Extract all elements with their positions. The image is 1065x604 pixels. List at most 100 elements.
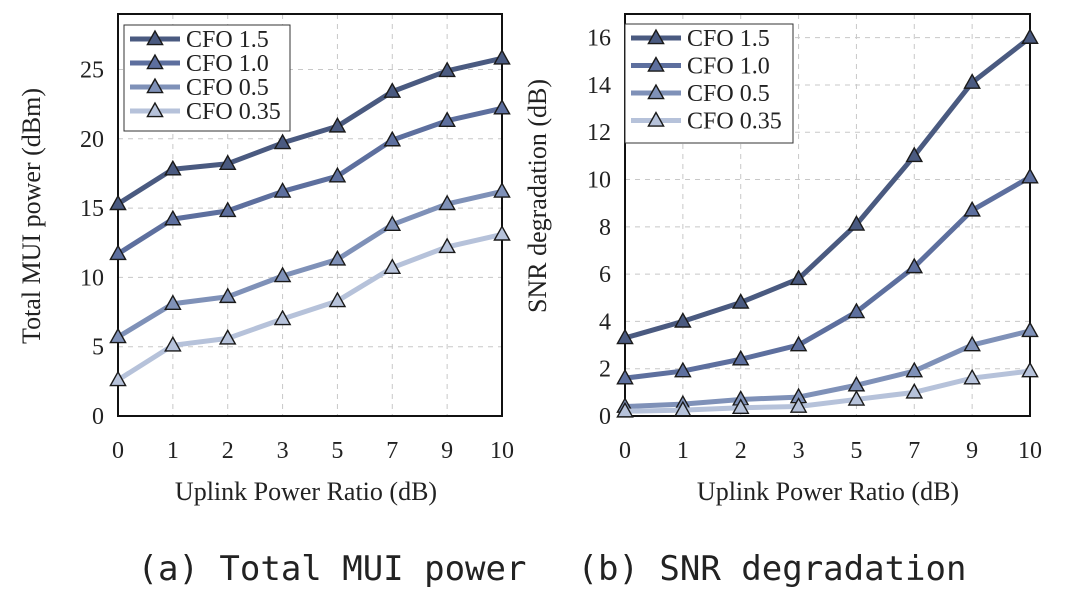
data-point [273, 181, 292, 198]
data-point [493, 48, 511, 65]
plot-frame [117, 13, 503, 417]
y-tick-label: 12 [587, 120, 611, 146]
series-line [624, 328, 1031, 410]
legend-marker [647, 83, 665, 100]
data-point [847, 390, 866, 406]
data-point [731, 349, 750, 366]
y-tick-label: 0 [92, 404, 104, 430]
x-tick-label: 5 [850, 438, 862, 464]
x-tick-label: 10 [490, 438, 514, 464]
data-point [109, 327, 127, 344]
x-tick-label: 9 [966, 438, 978, 464]
series-line [624, 368, 1031, 414]
data-point [674, 311, 692, 328]
data-point [963, 335, 981, 352]
x-tick-label: 9 [441, 438, 453, 464]
series-cfo-1-5 [109, 48, 511, 211]
data-point [438, 237, 456, 254]
data-point [328, 249, 347, 266]
y-tick-label: 8 [599, 215, 611, 241]
data-point [731, 398, 750, 415]
x-axis-label: Uplink Power Ratio (dB) [175, 477, 437, 506]
y-tick-label: 2 [599, 357, 611, 383]
data-point [905, 257, 924, 274]
data-point [493, 98, 511, 115]
legend-label: CFO 0.35 [186, 99, 281, 125]
legend-marker [146, 29, 164, 46]
data-point [328, 291, 347, 308]
y-tick-label: 0 [599, 404, 611, 430]
plot-frame [624, 13, 1031, 417]
legend-label: CFO 1.0 [687, 54, 770, 80]
data-point [963, 368, 981, 385]
data-point [963, 200, 981, 217]
series-line [116, 231, 503, 383]
data-point [1021, 361, 1039, 378]
x-tick-label: 5 [331, 438, 343, 464]
series-line [116, 55, 503, 207]
y-tick-label: 4 [599, 309, 611, 335]
chart-panel-a: 0 1 2 3 5 7 9 10 0 5 10 15 20 25 Uplink Power Ratio (d… [17, 13, 527, 589]
series-line [624, 35, 1032, 341]
y-tick-label: 14 [587, 73, 611, 99]
data-point [273, 266, 292, 283]
data-point [438, 194, 456, 211]
x-tick-label: 3 [793, 438, 805, 464]
y-tick-label: 5 [92, 335, 104, 361]
data-point [164, 209, 182, 226]
data-point [1021, 28, 1039, 44]
x-tick-label: 0 [619, 438, 631, 464]
series-cfo-1-0 [109, 98, 511, 261]
x-tick-label: 2 [735, 438, 747, 464]
series-cfo-1-5 [616, 28, 1039, 345]
data-point [847, 215, 866, 231]
data-point [218, 154, 237, 171]
x-tick-label: 0 [112, 438, 124, 464]
data-point [731, 293, 750, 309]
data-point [383, 82, 402, 98]
data-point [674, 361, 692, 378]
legend-label: CFO 1.0 [186, 51, 269, 77]
data-point [789, 335, 808, 352]
data-point [218, 287, 237, 304]
x-tick-label: 3 [277, 438, 289, 464]
legend-marker [647, 56, 665, 72]
data-point [218, 201, 237, 218]
data-point [109, 370, 127, 387]
y-axis-label: Total MUI power (dBm) [17, 88, 46, 344]
data-point [616, 328, 634, 345]
data-point [963, 73, 981, 89]
data-point [218, 328, 237, 345]
data-point [109, 194, 127, 211]
data-point [905, 146, 924, 163]
data-point [438, 111, 456, 128]
y-tick-label: 10 [80, 265, 104, 291]
data-point [674, 400, 692, 417]
figure-caption: (a) Total MUI power [138, 549, 527, 589]
series-cfo-1-0 [616, 167, 1039, 385]
y-axis-label: SNR degradation (dB) [523, 79, 552, 313]
data-point [328, 166, 347, 183]
data-point [438, 61, 456, 78]
data-point [273, 133, 292, 150]
y-tick-label: 16 [587, 26, 611, 52]
y-tick-label: 25 [80, 57, 104, 83]
data-point [493, 181, 511, 198]
data-point [109, 244, 127, 261]
data-point [383, 258, 402, 274]
series-cfo-0-35 [109, 224, 511, 387]
y-tick-label: 15 [80, 196, 104, 222]
legend-marker [146, 77, 164, 94]
x-tick-label: 2 [222, 438, 234, 464]
y-tick-label: 20 [80, 127, 104, 153]
data-point [789, 269, 808, 286]
data-point [164, 159, 182, 176]
data-point [905, 382, 924, 399]
legend-label: CFO 1.5 [186, 27, 269, 53]
series-cfo-0-35 [616, 361, 1039, 418]
legend-marker [647, 111, 665, 127]
y-tick-label: 6 [599, 262, 611, 288]
x-tick-label: 1 [167, 438, 179, 464]
